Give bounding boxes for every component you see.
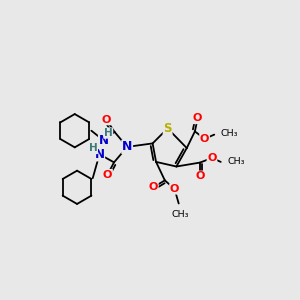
Text: S: S — [164, 122, 172, 135]
Text: CH₃: CH₃ — [171, 210, 189, 219]
Text: CH₃: CH₃ — [227, 158, 245, 166]
Text: O: O — [193, 113, 202, 124]
Text: N: N — [99, 134, 109, 147]
Text: O: O — [170, 184, 179, 194]
Text: N: N — [94, 148, 104, 161]
Text: H: H — [88, 143, 98, 154]
Text: N: N — [122, 140, 132, 153]
Text: O: O — [195, 171, 205, 181]
Text: O: O — [200, 134, 209, 144]
Text: O: O — [207, 153, 217, 163]
Text: CH₃: CH₃ — [221, 129, 238, 138]
Text: O: O — [103, 169, 112, 180]
Text: H: H — [104, 128, 112, 138]
Text: O: O — [102, 115, 111, 124]
Text: O: O — [148, 182, 158, 192]
